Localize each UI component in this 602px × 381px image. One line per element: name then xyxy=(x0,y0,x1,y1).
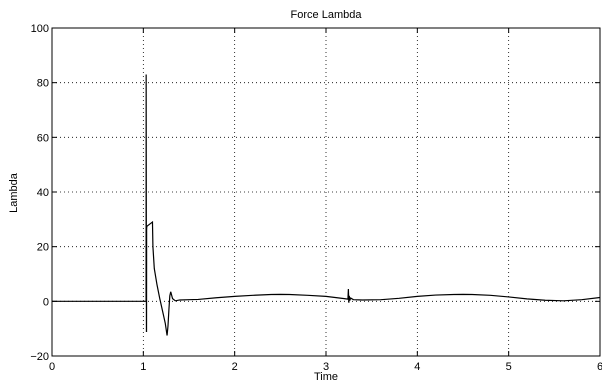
x-tick-label: 0 xyxy=(49,361,55,373)
y-tick-label: 40 xyxy=(37,187,49,199)
y-tick-label: 60 xyxy=(37,132,49,144)
x-tick-label: 4 xyxy=(414,361,420,373)
y-tick-label: 80 xyxy=(37,78,49,90)
grid xyxy=(52,28,600,356)
chart-title: Force Lambda xyxy=(291,9,363,21)
y-tick-label: 0 xyxy=(43,296,49,308)
ticks xyxy=(51,27,601,357)
x-axis-title: Time xyxy=(314,371,338,381)
series-line xyxy=(52,74,601,336)
x-tick-label: 3 xyxy=(323,361,329,373)
y-axis-title: Lambda xyxy=(8,172,20,213)
x-tick-label: 5 xyxy=(506,361,512,373)
y-tick-label: −20 xyxy=(30,351,49,363)
x-tick-label: 6 xyxy=(597,361,602,373)
x-tick-label: 2 xyxy=(232,361,238,373)
y-tick-label: 100 xyxy=(31,23,49,35)
x-tick-label: 1 xyxy=(140,361,146,373)
y-tick-label: 20 xyxy=(37,242,49,254)
